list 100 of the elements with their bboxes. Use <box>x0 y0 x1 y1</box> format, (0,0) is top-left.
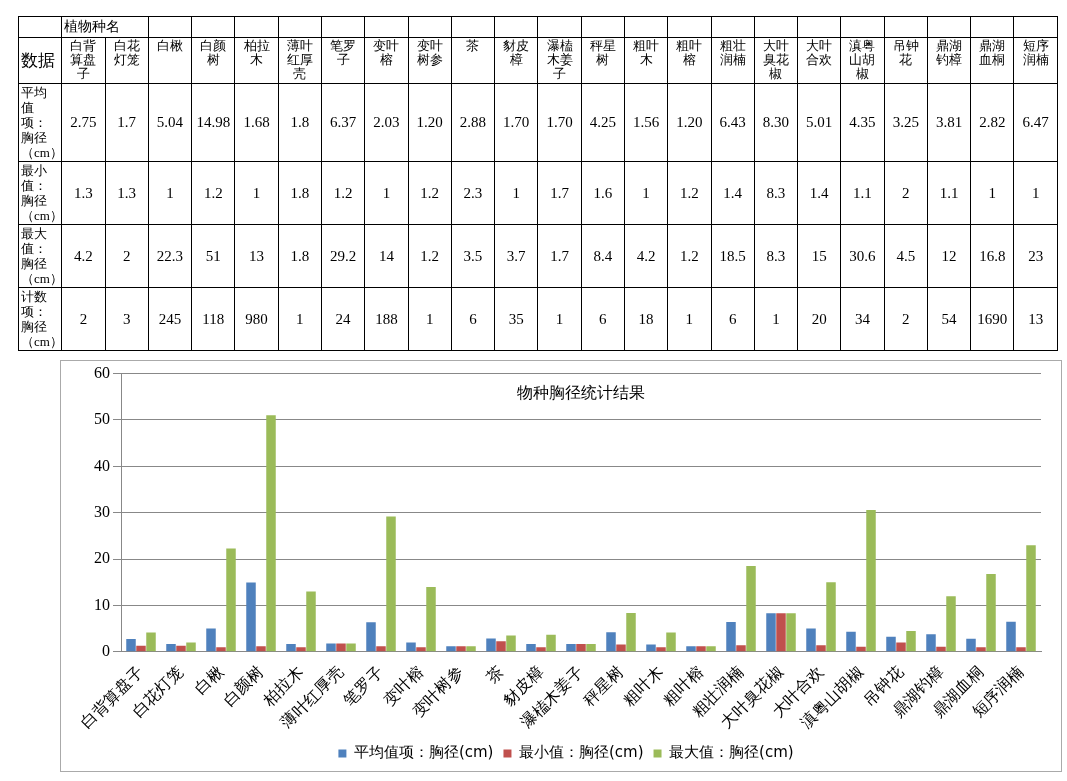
legend-label: 最大值：胸径(cm) <box>669 743 794 762</box>
bar <box>826 582 836 652</box>
data-label: 1 <box>624 161 668 225</box>
y-tick-label: 40 <box>94 456 110 474</box>
data-label: 1 <box>537 287 582 351</box>
bar <box>746 566 756 652</box>
bar <box>646 644 656 652</box>
text: 物种胸径统计结果 <box>517 382 645 402</box>
y-tick-label: 50 <box>94 410 110 428</box>
bar <box>946 596 956 652</box>
data-label: 1 <box>148 161 192 225</box>
data-label: 54 <box>927 287 971 351</box>
bar <box>606 632 616 652</box>
data-label: 1 <box>667 287 711 351</box>
data-label: 1 <box>364 161 409 225</box>
bar <box>386 516 396 652</box>
data-label: 14 <box>364 224 409 288</box>
data-label: 8.3 <box>754 224 798 288</box>
data-label: 1.3 <box>61 161 106 225</box>
category-label: 粗叶榕 <box>667 37 711 84</box>
data-label: 15 <box>797 224 841 288</box>
data-label: 8.4 <box>581 224 625 288</box>
bar <box>1016 647 1026 652</box>
bar <box>566 643 576 652</box>
x-tick-label: 茶 <box>482 661 507 687</box>
category-label: 粗叶木 <box>624 37 668 84</box>
data-label: 20 <box>797 287 841 351</box>
data-label: 8.30 <box>754 83 798 162</box>
y-tick-label: 20 <box>94 549 110 567</box>
data-label: 29.2 <box>321 224 365 288</box>
bar <box>906 630 916 652</box>
data-label: 5.04 <box>148 83 192 162</box>
bar <box>466 646 476 652</box>
data-label: 14.98 <box>191 83 235 162</box>
data-label: 4.2 <box>61 224 106 288</box>
text: 最大值：胸径（cm） <box>18 224 63 288</box>
data-label: 1.4 <box>711 161 755 225</box>
category-label: 滇粤山胡椒 <box>840 37 885 84</box>
data-label: 1 <box>278 287 322 351</box>
data-label: 30.6 <box>840 224 885 288</box>
data-label: 2.3 <box>451 161 495 225</box>
bar <box>806 628 816 652</box>
data-label: 1.3 <box>105 161 149 225</box>
data-label: 1.8 <box>278 83 322 162</box>
bar <box>186 642 196 652</box>
bar <box>296 647 306 652</box>
data-label: 1 <box>234 161 279 225</box>
data-label: 1.20 <box>408 83 452 162</box>
data-label: 22.3 <box>148 224 192 288</box>
bar <box>736 645 746 652</box>
bar <box>246 582 256 652</box>
data-label: 51 <box>191 224 235 288</box>
category-label: 白颜树 <box>191 37 235 84</box>
text: 植物种名 <box>61 16 149 38</box>
category-label: 笔罗子 <box>321 37 365 84</box>
data-label: 4.25 <box>581 83 625 162</box>
data-label: 3.5 <box>451 224 495 288</box>
data-label: 1690 <box>970 287 1014 351</box>
data-label: 4.5 <box>884 224 928 288</box>
category-label: 秤星树 <box>581 37 625 84</box>
bar <box>776 613 786 652</box>
data-label: 6.43 <box>711 83 755 162</box>
data-label: 1.2 <box>191 161 235 225</box>
data-label: 13 <box>1013 287 1058 351</box>
bar <box>426 586 436 652</box>
data-label: 1.7 <box>105 83 149 162</box>
data-label: 13 <box>234 224 279 288</box>
text: 计数项：胸径（cm） <box>18 287 63 351</box>
data-label: 35 <box>494 287 538 351</box>
data-label: 1 <box>408 287 452 351</box>
data-label: 8.3 <box>754 161 798 225</box>
y-tick-label: 10 <box>94 595 110 613</box>
data-label: 6 <box>711 287 755 351</box>
bar <box>306 591 316 652</box>
data-label: 2.88 <box>451 83 495 162</box>
data-label: 3 <box>105 287 149 351</box>
data-label: 1.7 <box>537 161 582 225</box>
data-label: 4.2 <box>624 224 668 288</box>
data-label: 1 <box>754 287 798 351</box>
bar <box>206 628 216 652</box>
data-label: 5.01 <box>797 83 841 162</box>
legend-label: 平均值项：胸径(cm) <box>353 743 494 762</box>
category-label: 大叶合欢 <box>797 37 841 84</box>
bar <box>586 643 596 652</box>
bar <box>256 646 266 652</box>
bar <box>986 573 996 652</box>
bar <box>166 643 176 652</box>
category-label: 白花灯笼 <box>105 37 149 84</box>
bar <box>706 646 716 652</box>
data-label: 2.03 <box>364 83 409 162</box>
data-label: 1.70 <box>494 83 538 162</box>
bar <box>546 634 556 652</box>
bar <box>536 647 546 652</box>
y-tick-label: 60 <box>94 363 110 381</box>
data-label: 1.4 <box>797 161 841 225</box>
bar <box>286 644 296 652</box>
bar <box>616 644 626 652</box>
data-label: 1.20 <box>667 83 711 162</box>
bar <box>1006 621 1016 652</box>
data-label: 1.1 <box>927 161 971 225</box>
